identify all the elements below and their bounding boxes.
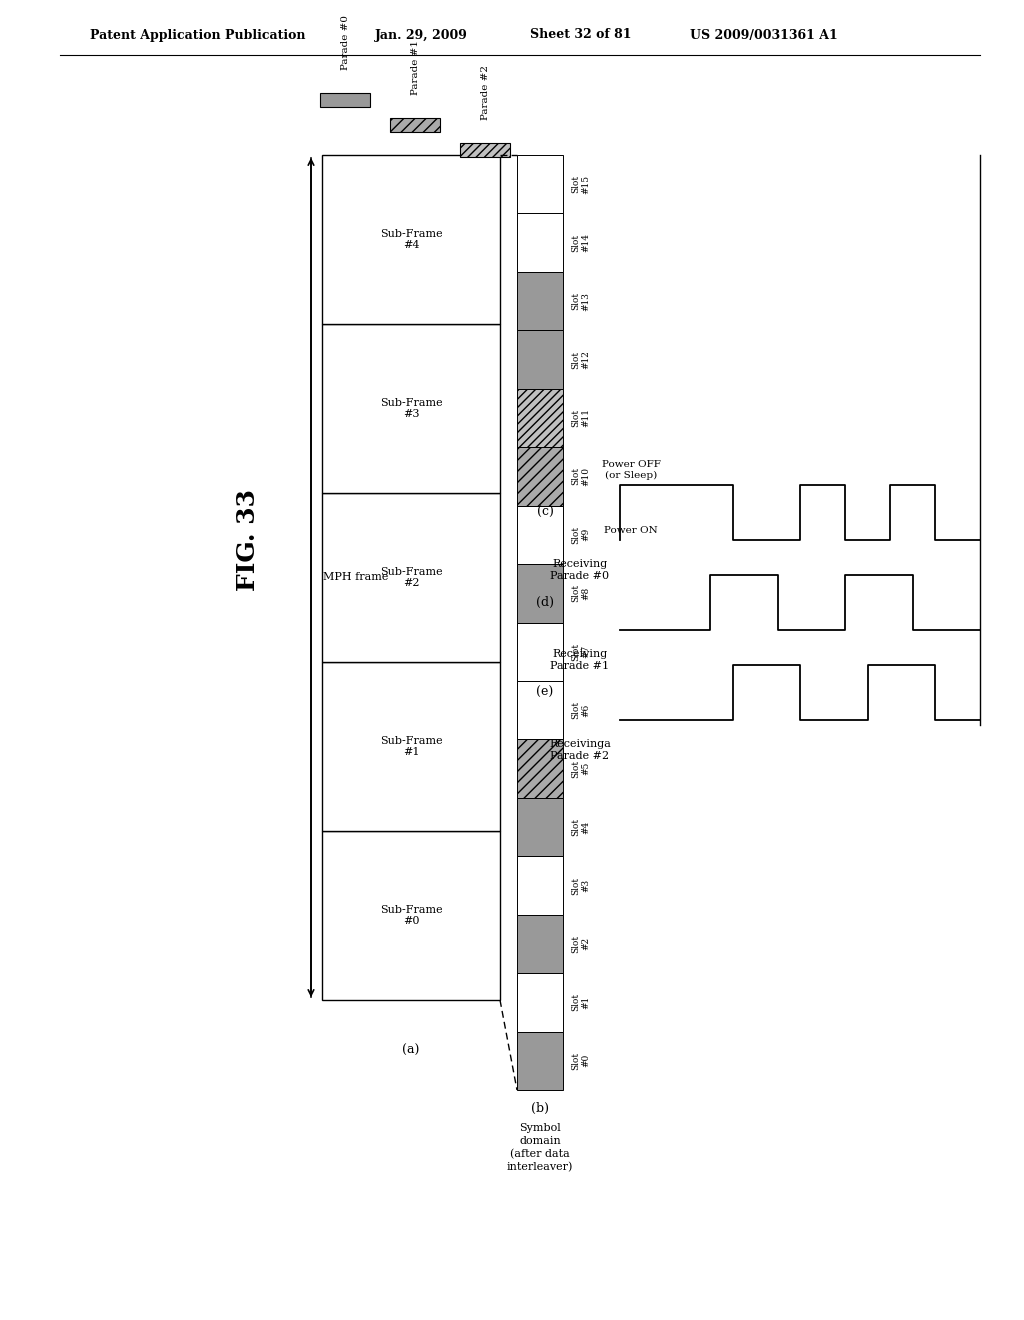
Text: Slot
#10: Slot #10: [571, 467, 591, 486]
Text: Power OFF
(or Sleep): Power OFF (or Sleep): [602, 461, 660, 480]
Text: Slot
#0: Slot #0: [571, 1052, 591, 1069]
Text: Patent Application Publication: Patent Application Publication: [90, 29, 305, 41]
Text: Slot
#11: Slot #11: [571, 408, 591, 428]
Bar: [319, 92, 370, 107]
Text: Symbol: Symbol: [519, 1123, 561, 1133]
Text: Slot
#15: Slot #15: [571, 174, 591, 194]
Text: Slot
#3: Slot #3: [571, 876, 591, 895]
Text: Parade #0: Parade #0: [341, 15, 349, 70]
Text: Parade #1: Parade #1: [411, 40, 420, 95]
Text: Slot
#4: Slot #4: [571, 818, 591, 836]
Text: Receiving
Parade #0: Receiving Parade #0: [551, 560, 609, 581]
Text: Slot
#8: Slot #8: [571, 585, 591, 602]
Bar: [390, 117, 440, 132]
Text: Parade #2: Parade #2: [480, 65, 489, 120]
Text: (a): (a): [402, 1044, 420, 1056]
Text: FIG. 33: FIG. 33: [236, 488, 260, 591]
Text: US 2009/0031361 A1: US 2009/0031361 A1: [690, 29, 838, 41]
Text: (d): (d): [536, 597, 554, 609]
Bar: [517, 564, 563, 623]
Bar: [517, 447, 563, 506]
Bar: [322, 323, 500, 492]
Bar: [322, 663, 500, 832]
Text: Slot
#14: Slot #14: [571, 234, 591, 252]
Text: Slot
#5: Slot #5: [571, 759, 591, 777]
Text: Sub-Frame
#2: Sub-Frame #2: [380, 566, 442, 589]
Bar: [517, 623, 563, 681]
Text: Receivinga
Parade #2: Receivinga Parade #2: [549, 739, 611, 760]
Bar: [517, 214, 563, 272]
Bar: [517, 973, 563, 1031]
Text: Receiving
Parade #1: Receiving Parade #1: [551, 649, 609, 671]
Text: domain: domain: [519, 1137, 561, 1146]
Text: Slot
#7: Slot #7: [571, 643, 591, 661]
Text: MPH frame: MPH frame: [323, 573, 388, 582]
Text: Sub-Frame
#0: Sub-Frame #0: [380, 904, 442, 927]
Bar: [322, 832, 500, 1001]
Text: interleaver): interleaver): [507, 1162, 573, 1172]
Text: Slot
#13: Slot #13: [571, 292, 591, 310]
Bar: [322, 154, 500, 323]
Text: (e): (e): [537, 686, 554, 700]
Text: Sub-Frame
#1: Sub-Frame #1: [380, 735, 442, 758]
Text: (b): (b): [531, 1101, 549, 1114]
Bar: [517, 797, 563, 857]
Bar: [460, 143, 510, 157]
Text: Slot
#2: Slot #2: [571, 935, 591, 953]
Bar: [517, 857, 563, 915]
Bar: [517, 330, 563, 389]
Text: Sheet 32 of 81: Sheet 32 of 81: [530, 29, 632, 41]
Bar: [517, 681, 563, 739]
Text: Slot
#6: Slot #6: [571, 701, 591, 719]
Bar: [517, 272, 563, 330]
Bar: [517, 389, 563, 447]
Text: Slot
#9: Slot #9: [571, 525, 591, 544]
Text: Sub-Frame
#4: Sub-Frame #4: [380, 228, 442, 251]
Text: Slot
#12: Slot #12: [571, 350, 591, 370]
Text: (after data: (after data: [510, 1148, 570, 1159]
Text: Power ON: Power ON: [604, 525, 658, 535]
Bar: [517, 739, 563, 797]
Bar: [517, 506, 563, 564]
Bar: [517, 154, 563, 214]
Text: Jan. 29, 2009: Jan. 29, 2009: [375, 29, 468, 41]
Text: Slot
#1: Slot #1: [571, 993, 591, 1011]
Text: Sub-Frame
#3: Sub-Frame #3: [380, 397, 442, 420]
Bar: [517, 915, 563, 973]
Text: (c): (c): [537, 506, 553, 519]
Bar: [322, 492, 500, 663]
Bar: [517, 1031, 563, 1090]
